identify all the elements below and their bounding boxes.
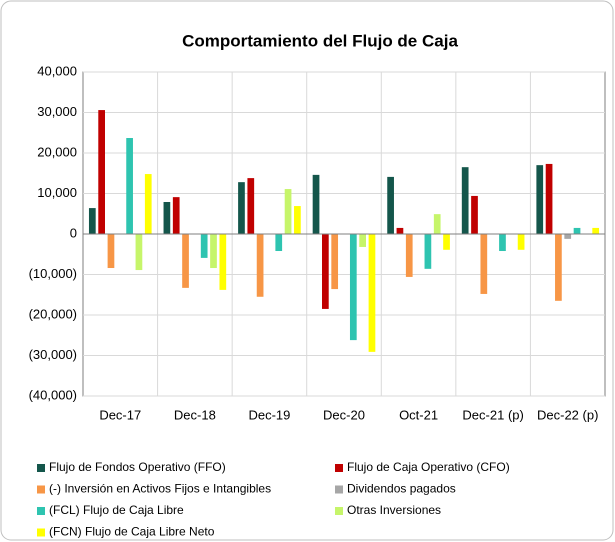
y-tick-label: (20,000) [29, 306, 77, 321]
bar [247, 178, 255, 234]
y-tick-label: (40,000) [29, 387, 77, 402]
legend-text: Flujo de Fondos Operativo (FFO) [49, 460, 226, 474]
x-tick-label: Dec-21 (p) [462, 407, 523, 422]
legend-text: (-) Inversión en Activos Fijos e Intangi… [49, 482, 271, 496]
bar [405, 234, 413, 277]
bar [210, 234, 217, 269]
bar [322, 234, 329, 309]
bar [182, 234, 189, 288]
y-tick-label: 30,000 [37, 104, 77, 119]
bar [359, 234, 366, 247]
bar [238, 182, 245, 234]
bar [126, 138, 133, 234]
bar [312, 174, 320, 234]
bar [480, 234, 488, 294]
bar [331, 234, 339, 290]
bar [573, 227, 581, 234]
legend-swatch [335, 485, 343, 494]
legend-text: Otras Inversiones [347, 503, 441, 517]
bar [396, 227, 404, 234]
legend-text: (FCN) Flujo de Caja Libre Neto [49, 525, 215, 539]
bar [368, 234, 376, 352]
x-tick-label: Dec-20 [323, 407, 365, 422]
bar [256, 234, 264, 297]
bar [536, 165, 544, 234]
bar [172, 197, 180, 234]
bar [433, 214, 441, 234]
x-tick-label: Dec-17 [99, 407, 141, 422]
bar [499, 234, 506, 252]
bar [555, 234, 562, 301]
legend-text: (FCL) Flujo de Caja Libre [49, 503, 184, 517]
legend-swatch [37, 528, 45, 537]
bar [592, 227, 600, 234]
legend-swatch [335, 464, 343, 472]
y-tick-label: 10,000 [37, 185, 77, 200]
y-tick-label: 20,000 [37, 144, 77, 159]
bar [294, 206, 301, 234]
bar [135, 234, 143, 271]
bar [471, 195, 478, 234]
bar [163, 202, 171, 234]
bar [144, 174, 152, 234]
bar [107, 234, 115, 269]
y-tick-label: 0 [70, 225, 77, 240]
bar [517, 234, 525, 250]
x-tick-label: Dec-22 (p) [537, 407, 598, 422]
legend-swatch [37, 507, 45, 515]
x-tick-label: Dec-19 [248, 407, 290, 422]
legend-swatch [335, 507, 343, 515]
legend-text: Flujo de Caja Operativo (CFO) [347, 460, 510, 474]
y-tick-label: (30,000) [29, 347, 77, 362]
bar [284, 189, 292, 234]
bar [98, 110, 105, 234]
bar [200, 234, 208, 258]
x-tick-label: Dec-18 [174, 407, 216, 422]
y-tick-label: (10,000) [29, 266, 77, 281]
bar [275, 234, 283, 252]
legend-swatch [37, 464, 45, 472]
bar [461, 167, 469, 234]
bar [424, 234, 432, 269]
bar [219, 234, 227, 290]
bar [564, 234, 572, 239]
bar [545, 163, 553, 234]
bar [387, 176, 394, 234]
bar [88, 208, 96, 234]
y-tick-label: 40,000 [37, 63, 77, 78]
legend-text: Dividendos pagados [347, 482, 456, 496]
x-tick-label: Oct-21 [399, 407, 438, 422]
bar [349, 234, 357, 341]
bar [443, 234, 450, 250]
chart-title: Comportamiento del Flujo de Caja [182, 31, 458, 50]
legend-swatch [37, 485, 45, 494]
